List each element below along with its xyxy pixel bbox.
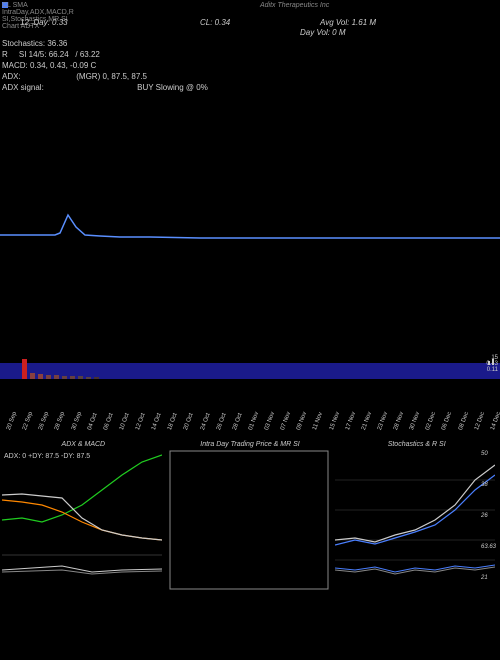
date-tick: 14 Oct <box>151 412 163 431</box>
date-tick: 28 Nov <box>393 411 405 431</box>
date-tick: 06 Oct <box>103 412 115 431</box>
company-name: Aditx Therapeutics Inc <box>260 2 329 9</box>
date-tick: 20 Sep <box>6 411 18 431</box>
date-tick: 07 Nov <box>280 411 292 431</box>
panel-intraday: Intra Day Trading Price & MR SI <box>169 439 332 599</box>
date-tick: 23 Nov <box>377 411 389 431</box>
stat-adx-signal: ADX signal: BUY Slowing @ 0% <box>2 82 498 93</box>
stat-adx: ADX: (MGR) 0, 87.5, 87.5 <box>2 71 498 82</box>
date-tick: 26 Oct <box>216 412 228 431</box>
avg-vol: Avg Vol: 1.61 M <box>320 18 376 27</box>
date-tick: 01 Nov <box>248 411 260 431</box>
stat-stochastics: Stochastics: 36.36 <box>2 38 498 49</box>
date-tick: 09 Nov <box>296 411 308 431</box>
date-tick: 04 Oct <box>87 412 99 431</box>
stat-macd: MACD: 0.34, 0.43, -0.09 C <box>2 60 498 71</box>
date-tick: 02 Dec <box>425 411 437 431</box>
date-tick: 06 Dec <box>441 411 453 431</box>
date-tick: 21 Nov <box>361 411 373 431</box>
indicator-panels: ADX & MACD ADX: 0 +DY: 87.5 -DY: 87.5 In… <box>0 439 500 599</box>
day-vol: Day Vol: 0 M <box>300 28 346 37</box>
date-tick: 17 Nov <box>345 411 357 431</box>
date-tick: 12 Oct <box>135 412 147 431</box>
volume-axis-labels: 150.430.11 <box>486 355 498 373</box>
panel-title: ADX & MACD <box>2 439 165 450</box>
stat-rsi: R SI 14/5: 66.24 / 63.22 <box>2 49 498 60</box>
date-tick: 24 Oct <box>200 412 212 431</box>
date-tick: 30 Nov <box>409 411 421 431</box>
date-axis: 20 Sep 22 Sep 26 Sep 28 Sep 30 Sep 04 Oct 06 O… <box>0 379 500 439</box>
date-tick: 26 Sep <box>38 411 50 431</box>
date-tick: 12 Dec <box>474 411 486 431</box>
date-tick: 22 Sep <box>22 411 34 431</box>
date-tick: 20 Oct <box>183 412 195 431</box>
stoch-y-axis: 50382663.6321 <box>481 451 496 581</box>
date-tick: 28 Oct <box>232 412 244 431</box>
date-tick: 30 Sep <box>71 411 83 431</box>
cl-label: CL: 0.34 <box>200 18 230 27</box>
panel-stochastics: Stochastics & R SI 50382663.6321 <box>335 439 498 599</box>
dash-12day: 12_Day: 0.33 <box>20 18 68 27</box>
panel-title: Stochastics & R SI <box>335 439 498 450</box>
panel-adx-macd: ADX & MACD ADX: 0 +DY: 87.5 -DY: 87.5 <box>2 439 165 599</box>
indicator-stats: Stochastics: 36.36 R SI 14/5: 66.24 / 63… <box>0 32 500 95</box>
date-tick: 18 Oct <box>167 412 179 431</box>
chart-subheader: 12_Day: 0.33 CL: 0.34 Avg Vol: 1.61 M Da… <box>0 18 500 32</box>
date-tick: 08 Dec <box>458 411 470 431</box>
chart-header: CL SMA IntraDay,ADX,MACD,R SI,Stochastic… <box>0 0 500 18</box>
date-tick: 03 Nov <box>264 411 276 431</box>
adx-values: ADX: 0 +DY: 87.5 -DY: 87.5 <box>4 453 90 460</box>
date-tick: 28 Sep <box>54 411 66 431</box>
date-tick: 10 Oct <box>119 412 131 431</box>
date-tick: 11 Nov <box>312 412 324 432</box>
main-price-chart <box>0 95 500 355</box>
date-tick: 14 Dec <box>490 411 500 431</box>
panel-title: Intra Day Trading Price & MR SI <box>169 439 332 450</box>
date-tick: 15 Nov <box>329 411 341 431</box>
volume-band: 150.430.11 <box>0 355 500 379</box>
